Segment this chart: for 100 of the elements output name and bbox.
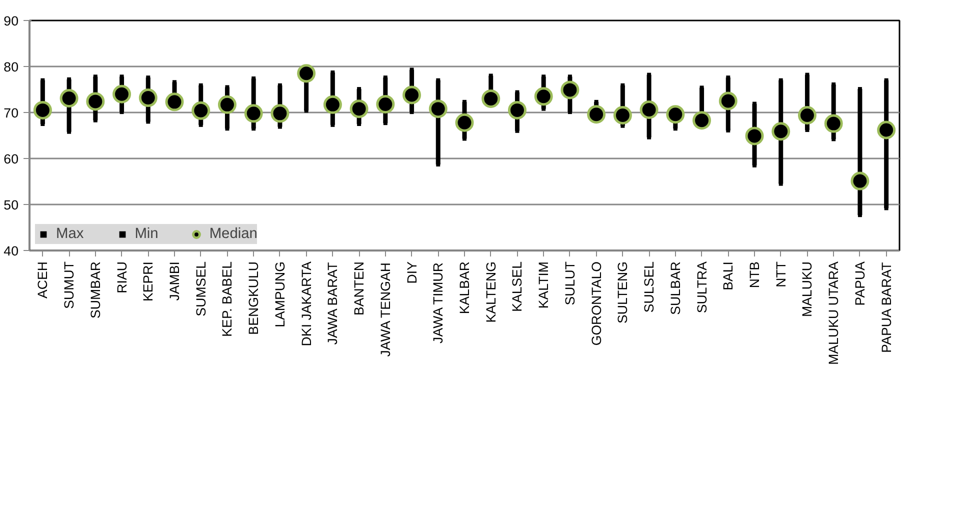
point [192,101,210,120]
legend-label: Max [56,226,84,242]
point [508,100,526,120]
point [278,83,282,88]
point [120,74,124,79]
point [455,113,474,132]
point [278,124,282,129]
point [304,108,308,113]
point [482,89,500,108]
x-tick-label: RIAU [114,262,130,294]
x-tick-label: DKI JAKARTA [298,261,314,346]
point [884,78,888,82]
x-tick-label: JAWA TENGAH [378,262,393,357]
x-tick-label: SULTRA [694,261,710,314]
point [436,78,440,82]
point [112,84,132,104]
point [165,92,184,112]
point [383,121,388,126]
point [726,76,730,80]
point [850,172,870,190]
point [60,89,78,108]
x-tick-label: KALTIM [536,261,552,309]
point [40,122,45,126]
point [93,74,98,79]
point [798,106,816,124]
point [568,110,572,114]
x-tick-label: SULBAR [668,261,683,315]
point [673,126,678,131]
point [560,80,580,100]
point [805,72,810,77]
x-tick-label: MALUKU UTARA [826,261,842,365]
point [778,182,783,186]
x-tick-label: KALSEL [510,261,525,312]
point [376,94,395,114]
point [726,128,730,132]
y-tick-label: 80 [4,60,19,74]
x-tick-label: BENGKULU [246,261,262,335]
point [666,105,685,124]
point [587,105,606,124]
point [832,82,836,86]
x-tick-label: KALTENG [483,261,498,323]
point [745,126,764,146]
point [640,100,658,119]
x-tick-label: SUMUT [62,261,77,309]
point [542,74,546,79]
legend-label: Median [209,226,258,242]
point [805,128,810,132]
point [198,122,203,127]
point [620,83,625,88]
point [330,70,335,74]
x-tick-label: SUMBAR [88,261,103,319]
point [252,76,256,80]
legend-label: Min [134,226,158,242]
point [383,76,388,80]
x-tick-label: LAMPUNG [272,261,288,328]
point [824,114,843,133]
point [700,86,704,90]
point [542,106,546,111]
x-tick-label: SULTENG [615,261,630,324]
y-tick-label: 40 [4,244,19,258]
point [357,87,362,92]
point [67,130,72,134]
point [120,110,124,114]
x-tick-label: SULUT [562,261,578,306]
x-tick-label: NTT [773,261,788,288]
point [67,77,72,82]
point [350,100,368,118]
x-tick-label: NTB [747,261,762,288]
point [40,78,45,82]
point [357,122,362,126]
x-tick-label: GORONTALO [588,261,604,346]
x-tick-label: JAWA BARAT [325,262,340,345]
point [244,104,263,123]
point [858,213,862,218]
point [297,64,316,83]
point [594,100,598,104]
point [858,87,862,92]
point [428,100,448,118]
point [218,95,236,114]
point [146,76,150,80]
y-tick-label: 90 [4,14,19,28]
point [613,106,632,124]
x-tick-label: BANTEN [352,262,367,316]
x-tick-label: PAPUA BARAT [878,262,894,353]
point [86,92,105,111]
point [534,87,553,106]
point [515,128,520,133]
x-tick-label: JAWA TIMUR [430,262,446,344]
x-tick-label: PAPUA [852,261,868,306]
point [225,85,230,90]
x-tick-label: SULSEL [642,261,657,313]
x-tick-label: JAMBI [167,262,182,301]
point [225,126,230,131]
point [138,88,158,108]
point [93,118,98,122]
point [692,111,712,130]
point [884,206,888,210]
x-tick-label: SUMSEL [193,261,208,316]
x-tick-label: DIY [404,261,420,284]
point [436,162,440,166]
